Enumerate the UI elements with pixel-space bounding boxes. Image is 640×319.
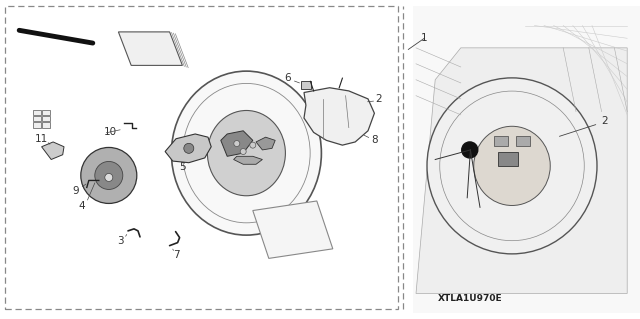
- Bar: [5, 6, 398, 309]
- Ellipse shape: [462, 142, 477, 158]
- Text: 3: 3: [117, 236, 124, 246]
- Text: 8: 8: [371, 135, 378, 145]
- Text: 9: 9: [72, 186, 79, 197]
- Ellipse shape: [427, 78, 597, 254]
- Ellipse shape: [250, 142, 256, 148]
- Text: 4: 4: [79, 201, 85, 211]
- Text: 10: 10: [104, 127, 116, 137]
- Polygon shape: [165, 134, 211, 163]
- Bar: [494, 136, 508, 146]
- Bar: [33, 122, 40, 128]
- Polygon shape: [42, 142, 64, 160]
- Ellipse shape: [172, 71, 321, 235]
- Polygon shape: [234, 156, 262, 164]
- Polygon shape: [413, 6, 640, 313]
- Ellipse shape: [105, 174, 113, 182]
- Polygon shape: [416, 48, 627, 293]
- Ellipse shape: [95, 161, 123, 189]
- Text: 2: 2: [602, 116, 608, 126]
- Ellipse shape: [234, 141, 240, 146]
- Ellipse shape: [184, 143, 194, 153]
- Polygon shape: [256, 137, 275, 150]
- Polygon shape: [221, 131, 253, 156]
- Bar: [42, 116, 50, 121]
- Bar: [42, 122, 50, 128]
- Text: XTLA1U970E: XTLA1U970E: [438, 294, 502, 303]
- Bar: [33, 116, 40, 121]
- Bar: [498, 152, 518, 166]
- Bar: [33, 110, 40, 115]
- Text: 2: 2: [376, 94, 382, 104]
- Polygon shape: [304, 88, 374, 145]
- Ellipse shape: [474, 126, 550, 205]
- Ellipse shape: [81, 147, 137, 204]
- Ellipse shape: [240, 149, 246, 154]
- Text: 5: 5: [179, 162, 186, 173]
- Polygon shape: [118, 32, 182, 65]
- Polygon shape: [253, 201, 333, 258]
- Text: 6: 6: [285, 73, 291, 83]
- Bar: [516, 136, 530, 146]
- Bar: [42, 110, 50, 115]
- Text: 7: 7: [173, 250, 179, 260]
- Text: 11: 11: [35, 134, 48, 144]
- Bar: [301, 80, 311, 89]
- Ellipse shape: [207, 110, 285, 196]
- Text: 1: 1: [421, 33, 428, 43]
